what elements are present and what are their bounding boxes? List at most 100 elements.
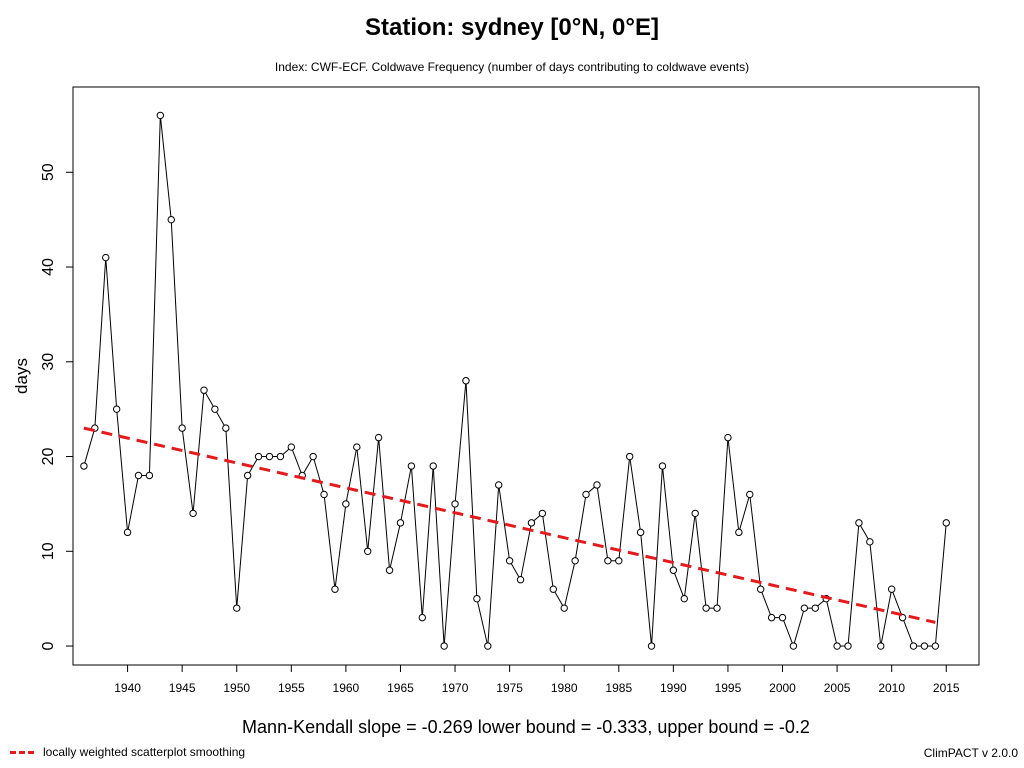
x-tick-label-1995: 1995 (715, 681, 742, 695)
series-segment (903, 620, 913, 644)
data-point-1988 (647, 642, 656, 650)
series-segment (334, 507, 346, 587)
data-point-1999 (767, 613, 776, 622)
series-segment (94, 260, 107, 425)
data-point-1939 (112, 405, 121, 413)
series-segment (116, 412, 128, 530)
series-segment (596, 488, 608, 558)
series-segment (674, 573, 684, 596)
data-point-1950 (233, 604, 241, 612)
series-segment (236, 478, 248, 605)
data-point-2005 (833, 642, 841, 650)
data-point-1951 (243, 471, 252, 480)
data-point-1976 (516, 576, 525, 584)
x-tick-label-1980: 1980 (551, 681, 578, 695)
series-segment (564, 563, 575, 606)
data-point-1970 (451, 500, 459, 508)
data-point-1941 (134, 471, 143, 480)
series-segment (793, 611, 804, 644)
series-segment (695, 516, 707, 606)
series-segment (542, 516, 554, 587)
y-axis: 0 10 20 30 40 50 (40, 163, 73, 651)
data-point-1977 (527, 519, 536, 527)
data-point-1952 (254, 452, 263, 461)
data-point-1998 (756, 585, 765, 593)
data-point-1986 (625, 452, 634, 461)
data-point-1994 (713, 604, 721, 612)
x-tick-label-1960: 1960 (333, 681, 360, 695)
series-segment (749, 497, 761, 587)
series-segment (313, 459, 324, 492)
series-segment (182, 431, 194, 511)
trend-layer (83, 426, 936, 624)
series-segment (640, 535, 652, 643)
data-point-1991 (680, 594, 688, 603)
series-segment (651, 469, 663, 643)
series-segment (847, 526, 860, 643)
data-point-1940 (123, 528, 132, 537)
data-point-1967 (418, 613, 427, 622)
series-segment (225, 431, 238, 605)
x-tick-label-1975: 1975 (496, 681, 523, 695)
data-point-1975 (505, 557, 514, 565)
series-segment (378, 440, 390, 568)
series-segment (588, 486, 595, 493)
series-segment (520, 525, 532, 577)
plot-frame (72, 86, 980, 666)
series-segment (282, 448, 290, 455)
data-point-1962 (364, 547, 372, 555)
data-point-2013 (920, 642, 929, 650)
data-point-1963 (374, 433, 383, 442)
y-tick-label-20: 20 (40, 448, 57, 466)
series-segment (575, 497, 587, 558)
x-tick-label-1940: 1940 (114, 681, 141, 695)
data-point-1972 (473, 594, 481, 603)
series-segment (105, 260, 117, 407)
data-point-1995 (724, 433, 732, 442)
data-point-1947 (200, 386, 208, 394)
data-point-1949 (222, 424, 230, 432)
data-point-1996 (735, 528, 743, 537)
series-segment (454, 383, 467, 501)
series-segment (248, 459, 258, 473)
series-segment (739, 497, 750, 530)
data-point-1968 (429, 462, 437, 470)
series-segment (422, 469, 434, 615)
y-tick-label-30: 30 (40, 353, 57, 371)
y-tick-label-40: 40 (40, 258, 57, 276)
series-segment (160, 118, 172, 217)
series-segment (127, 478, 139, 530)
series-segment (477, 601, 488, 644)
chart-subtitle: Index: CWF-ECF. Coldwave Frequency (numb… (274, 60, 750, 74)
series-segment (869, 544, 881, 643)
data-point-1943 (156, 111, 165, 120)
x-tick-label-1990: 1990 (660, 681, 687, 695)
data-point-1964 (385, 566, 394, 574)
series-segment (303, 459, 312, 473)
data-point-1958 (320, 490, 328, 499)
chart-title: Station: sydney [0°N, 0°E] (365, 14, 659, 41)
data-point-2009 (877, 642, 885, 650)
legend-label: locally weighted scatterplot smoothing (43, 745, 246, 759)
series-segment (935, 526, 947, 643)
data-point-1992 (691, 509, 699, 518)
data-point-1983 (593, 481, 601, 489)
series-segment (205, 392, 214, 407)
data-point-1990 (669, 566, 678, 574)
y-tick-label-0: 0 (40, 642, 57, 651)
series-segment (817, 600, 825, 607)
data-point-1959 (331, 585, 339, 593)
x-tick-label-1985: 1985 (605, 681, 632, 695)
series-segment (510, 563, 520, 578)
data-point-1966 (407, 462, 416, 470)
x-tick-label-1970: 1970 (442, 681, 469, 695)
data-point-1993 (702, 604, 710, 612)
mann-kendall-stats: Mann-Kendall slope = -0.269 lower bound … (242, 717, 810, 737)
series-segment (323, 497, 336, 587)
data-point-2014 (931, 642, 940, 650)
legend: locally weighted scatterplot smoothing (10, 745, 245, 759)
series-segment (84, 431, 95, 464)
data-point-1944 (167, 215, 175, 224)
data-point-1974 (495, 481, 503, 489)
series-segment (662, 469, 674, 568)
